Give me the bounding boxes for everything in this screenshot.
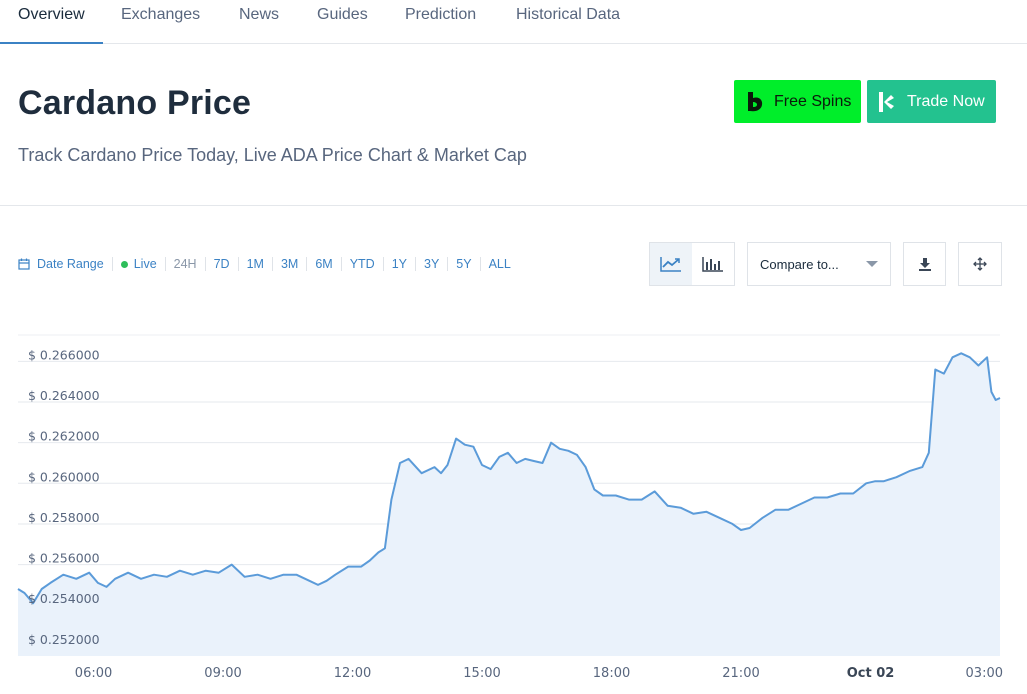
range-option-6m[interactable]: 6M [315, 257, 333, 271]
header-divider [0, 205, 1027, 206]
range-option-1y[interactable]: 1Y [391, 257, 407, 271]
price-chart[interactable]: $ 0.252000 $ 0.254000 $ 0.256000 $ 0.258000… [0, 325, 1027, 694]
page-subtitle: Track Cardano Price Today, Live ADA Pric… [18, 145, 527, 165]
range-option-7d[interactable]: 7D [213, 257, 230, 271]
date-range-button[interactable]: Date Range [18, 257, 104, 271]
tab-overview[interactable]: Overview [0, 0, 103, 44]
page-title: Cardano Price [18, 84, 252, 122]
free-spins-label: Free Spins [774, 92, 852, 110]
y-tick-label: $ 0.260000 [28, 469, 100, 484]
line-chart-icon [660, 257, 681, 272]
x-tick-label: 06:00 [75, 666, 112, 681]
x-tick-label: Oct 02 [847, 666, 895, 681]
range-option-1m[interactable]: 1M [246, 257, 264, 271]
y-tick-label: $ 0.252000 [28, 632, 100, 647]
free-spins-button[interactable]: Free Spins [734, 80, 861, 123]
price-area [18, 353, 1000, 656]
range-option-ytd[interactable]: YTD [349, 257, 375, 271]
date-range-label: Date Range [37, 257, 104, 271]
nav-tabs: Overview Exchanges News Guides Predictio… [0, 0, 1027, 44]
tab-historical-data[interactable]: Historical Data [516, 6, 621, 23]
compare-dropdown[interactable]: Compare to... [747, 242, 891, 286]
y-axis-labels: $ 0.252000 $ 0.254000 $ 0.256000 $ 0.258000… [28, 347, 100, 646]
range-option-24h[interactable]: 24H [173, 257, 197, 271]
y-tick-label: $ 0.256000 [28, 551, 100, 566]
x-tick-label: 21:00 [722, 666, 759, 681]
bar-chart-button[interactable] [692, 243, 734, 285]
calendar-icon [18, 258, 30, 270]
live-dot-icon [120, 260, 128, 268]
tab-guides[interactable]: Guides [317, 6, 368, 23]
range-option-5y[interactable]: 5Y [456, 257, 472, 271]
tab-news[interactable]: News [239, 6, 280, 23]
live-button[interactable]: Live [120, 257, 157, 271]
free-spins-logo-icon [742, 89, 768, 115]
download-button[interactable] [903, 242, 946, 286]
x-axis-labels: 06:00 09:00 12:00 15:00 18:00 21:00 Oct 02 03:0… [75, 666, 1003, 681]
chart-type-toggle [649, 242, 735, 286]
x-tick-label: 12:00 [334, 666, 371, 681]
expand-icon [973, 257, 987, 271]
x-tick-label: 03:00 [966, 666, 1003, 681]
download-icon [918, 258, 931, 271]
y-tick-label: $ 0.254000 [28, 591, 100, 606]
y-tick-label: $ 0.266000 [28, 347, 100, 362]
x-tick-label: 09:00 [204, 666, 241, 681]
bar-chart-icon [702, 257, 723, 272]
x-tick-label: 15:00 [463, 666, 500, 681]
y-tick-label: $ 0.264000 [28, 388, 100, 403]
y-tick-label: $ 0.258000 [28, 510, 100, 525]
range-option-3m[interactable]: 3M [280, 257, 299, 271]
y-tick-label: $ 0.262000 [28, 429, 100, 444]
range-option-3y[interactable]: 3Y [424, 257, 440, 271]
range-option-all[interactable]: ALL [488, 257, 511, 271]
kucoin-logo-icon [875, 89, 901, 115]
tab-prediction[interactable]: Prediction [405, 6, 477, 23]
compare-placeholder: Compare to... [760, 256, 839, 272]
price-line [17, 352, 1001, 605]
trade-now-label: Trade Now [907, 92, 985, 110]
range-selector: Date Range Live 24H 7D 1M 3M 6M YTD 1Y 3… [18, 255, 511, 273]
tab-exchanges[interactable]: Exchanges [121, 6, 201, 23]
live-label: Live [133, 257, 157, 271]
fullscreen-button[interactable] [958, 242, 1002, 286]
trade-now-button[interactable]: Trade Now [867, 80, 996, 123]
chevron-down-icon [866, 261, 878, 267]
x-tick-label: 18:00 [593, 666, 630, 681]
line-chart-button[interactable] [650, 243, 692, 285]
